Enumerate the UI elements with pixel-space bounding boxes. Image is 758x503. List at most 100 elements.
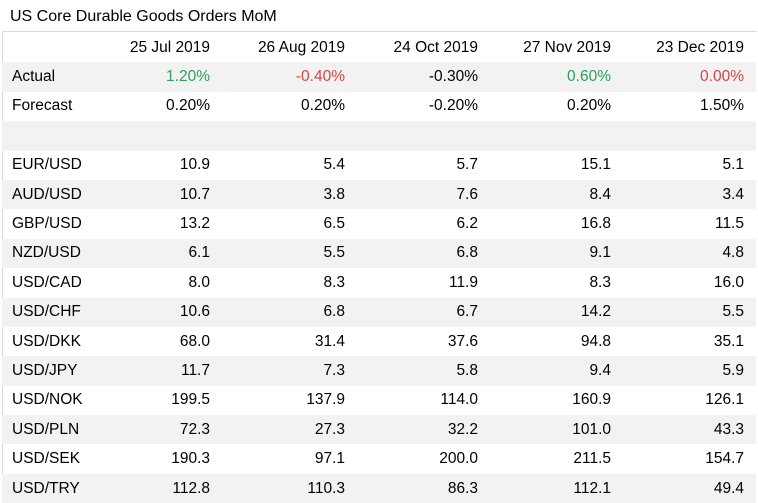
actual-value: 0.00% xyxy=(623,62,756,92)
pair-value: 13.2 xyxy=(179,215,210,233)
pair-value: 6.5 xyxy=(323,215,345,233)
pair-value: 7.6 xyxy=(357,179,490,210)
row-label: Forecast xyxy=(12,97,73,115)
pair-value: 154.7 xyxy=(705,450,744,468)
pair-row: USD/PLN 72.3 27.3 32.2 101.0 43.3 xyxy=(2,415,756,445)
pair-rows: EUR/USD 10.9 5.4 5.7 15.1 5.1 AUD/USD 10.7 3.8 7.… xyxy=(2,151,756,503)
pair-value: 10.9 xyxy=(179,156,210,174)
column-header: 26 Aug 2019 xyxy=(257,38,345,56)
column-header: 24 Oct 2019 xyxy=(393,38,478,56)
header-corner xyxy=(2,33,94,62)
row-label: Actual xyxy=(2,62,94,92)
actual-value: 1.20% xyxy=(94,62,222,92)
pair-label: NZD/USD xyxy=(2,238,94,269)
pair-label: USD/NOK xyxy=(12,391,83,409)
pair-value: 5.9 xyxy=(623,356,756,386)
pair-value: 6.2 xyxy=(456,215,478,233)
pair-value: 211.5 xyxy=(573,450,611,468)
pair-value: 8.4 xyxy=(490,179,623,210)
pair-value: 32.2 xyxy=(357,415,490,445)
pair-value: 137.9 xyxy=(306,391,345,409)
pair-row: USD/NOK 199.5 137.9 114.0 160.9 126.1 xyxy=(2,386,756,415)
pair-value: 4.8 xyxy=(623,238,756,269)
pair-label: USD/CAD xyxy=(12,273,82,291)
pair-value: 94.8 xyxy=(580,332,611,350)
pair-value: 11.5 xyxy=(714,215,744,233)
pair-value: 112.8 xyxy=(94,473,222,503)
pair-value: 14.2 xyxy=(490,297,623,327)
pair-value: 43.3 xyxy=(623,415,756,445)
pair-label: AUD/USD xyxy=(2,179,94,210)
forecast-value: 0.20% xyxy=(567,97,611,115)
pair-row: NZD/USD 6.1 5.5 6.8 9.1 4.8 xyxy=(2,238,756,269)
pair-value: 8.3 xyxy=(323,273,345,291)
pair-value: 6.8 xyxy=(222,297,357,327)
pair-value: 199.5 xyxy=(171,391,210,409)
pair-value: 68.0 xyxy=(179,332,210,350)
pair-row: USD/DKK 68.0 31.4 37.6 94.8 35.1 xyxy=(2,327,756,356)
pair-value: 5.8 xyxy=(357,356,490,386)
column-header: 27 Nov 2019 xyxy=(523,38,611,56)
pair-value: 27.3 xyxy=(222,415,357,445)
pair-value: 5.5 xyxy=(222,238,357,269)
pair-value: 6.7 xyxy=(357,297,490,327)
pair-row: USD/SEK 190.3 97.1 200.0 211.5 154.7 xyxy=(2,444,756,473)
pair-value: 3.4 xyxy=(623,179,756,210)
pair-label: USD/DKK xyxy=(12,332,81,350)
header-row: 25 Jul 2019 26 Aug 2019 24 Oct 2019 27 N… xyxy=(2,33,756,62)
pair-value: 10.6 xyxy=(94,297,222,327)
pair-value: 35.1 xyxy=(713,332,744,350)
table-title: US Core Durable Goods Orders MoM xyxy=(10,8,277,25)
pair-value: 5.1 xyxy=(722,156,744,174)
pair-value: 15.1 xyxy=(580,156,611,174)
actual-row: Actual 1.20% -0.40% -0.30% 0.60% 0.00% xyxy=(2,62,756,92)
pair-label: USD/TRY xyxy=(2,473,94,503)
pair-row: EUR/USD 10.9 5.4 5.7 15.1 5.1 xyxy=(2,151,756,180)
forecast-value: 1.50% xyxy=(700,97,744,115)
pair-row: USD/JPY 11.7 7.3 5.8 9.4 5.9 xyxy=(2,356,756,386)
pair-value: 200.0 xyxy=(439,450,478,468)
pair-value: 5.5 xyxy=(623,297,756,327)
pair-value: 8.3 xyxy=(589,273,611,291)
forecast-row: Forecast 0.20% 0.20% -0.20% 0.20% 1.50% xyxy=(2,92,756,121)
forecast-value: 0.20% xyxy=(301,97,345,115)
spacer-row xyxy=(2,121,756,151)
pair-value: 3.8 xyxy=(222,179,357,210)
pair-value: 11.7 xyxy=(94,356,222,386)
pair-value: 101.0 xyxy=(490,415,623,445)
pair-value: 160.9 xyxy=(572,391,611,409)
pair-label: USD/JPY xyxy=(2,356,94,386)
pair-row: USD/CHF 10.6 6.8 6.7 14.2 5.5 xyxy=(2,297,756,327)
actual-value: -0.30% xyxy=(357,62,490,92)
pair-row: USD/TRY 112.8 110.3 86.3 112.1 49.4 xyxy=(2,473,756,503)
pair-label: USD/CHF xyxy=(2,297,94,327)
pair-value: 6.1 xyxy=(94,238,222,269)
pair-value: 9.1 xyxy=(490,238,623,269)
pair-value: 5.7 xyxy=(456,156,478,174)
pair-row: GBP/USD 13.2 6.5 6.2 16.8 11.5 xyxy=(2,209,756,238)
durable-goods-table: 25 Jul 2019 26 Aug 2019 24 Oct 2019 27 N… xyxy=(2,33,756,503)
forecast-value: -0.20% xyxy=(428,97,478,115)
pair-value: 10.7 xyxy=(94,179,222,210)
pair-row: AUD/USD 10.7 3.8 7.6 8.4 3.4 xyxy=(2,179,756,210)
pair-row: USD/CAD 8.0 8.3 11.9 8.3 16.0 xyxy=(2,268,756,297)
pair-label: USD/PLN xyxy=(2,415,94,445)
actual-value: -0.40% xyxy=(222,62,357,92)
pair-value: 86.3 xyxy=(357,473,490,503)
pair-value: 110.3 xyxy=(222,473,357,503)
actual-value: 0.60% xyxy=(490,62,623,92)
pair-value: 190.3 xyxy=(171,450,210,468)
pair-value: 37.6 xyxy=(447,332,478,350)
pair-value: 112.1 xyxy=(490,473,623,503)
pair-label: GBP/USD xyxy=(12,215,82,233)
pair-value: 7.3 xyxy=(222,356,357,386)
pair-value: 5.4 xyxy=(323,156,345,174)
pair-value: 31.4 xyxy=(314,332,345,350)
pair-value: 72.3 xyxy=(94,415,222,445)
pair-value: 6.8 xyxy=(357,238,490,269)
pair-label: EUR/USD xyxy=(12,156,82,174)
pair-value: 11.9 xyxy=(448,273,478,291)
pair-value: 9.4 xyxy=(490,356,623,386)
pair-value: 16.8 xyxy=(580,215,611,233)
pair-value: 126.1 xyxy=(705,391,744,409)
